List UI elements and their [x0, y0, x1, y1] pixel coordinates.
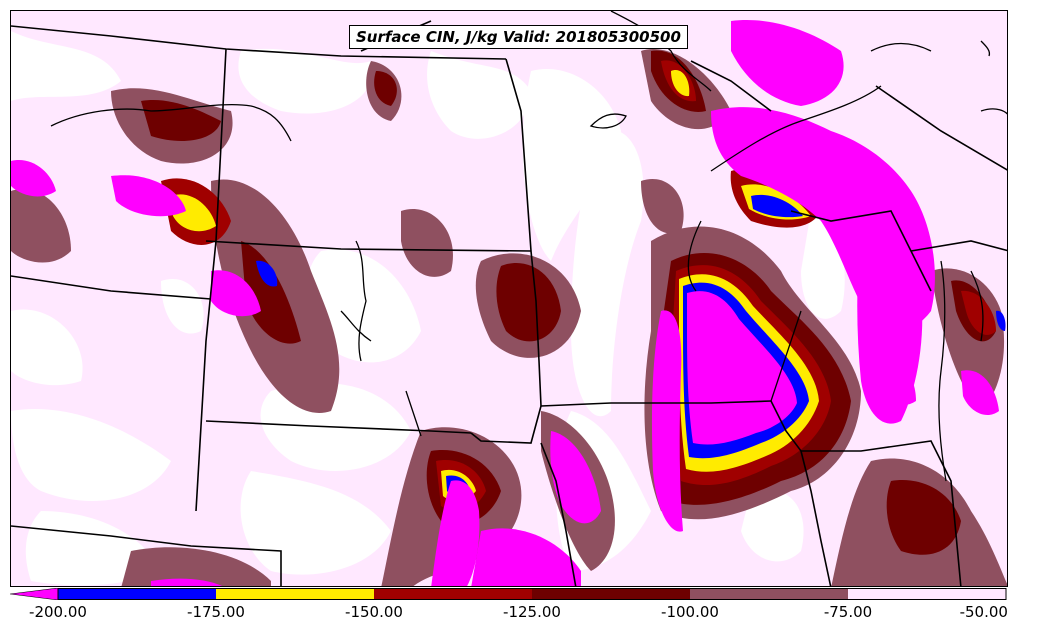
lakes-rivers [50, 11, 1007, 482]
colorbar-under-triangle [10, 588, 59, 600]
colorbar-bin-1 [58, 588, 216, 600]
colorbar-frame [57, 588, 1007, 600]
colorbar-tick-label: -150.00 [345, 603, 403, 621]
map-panel: Surface CIN, J/kg Valid: 201805300500 [10, 10, 1008, 587]
colorbar-bin-3 [374, 588, 532, 600]
colorbar-tick-label: -100.00 [661, 603, 719, 621]
colorbar-tick-label: -50.00 [959, 603, 1008, 621]
colorbar-bin-2 [216, 588, 374, 600]
colorbar-bin-5 [690, 588, 848, 600]
colorbar-bin-6 [848, 588, 1006, 600]
colorbar-bin-4 [532, 588, 690, 600]
colorbar-tick-label: -125.00 [503, 603, 561, 621]
colorbar-tick-label: -200.00 [29, 603, 87, 621]
cin-map [11, 11, 1007, 586]
map-title: Surface CIN, J/kg Valid: 201805300500 [349, 25, 688, 49]
colorbar-tick-label: -75.00 [823, 603, 873, 621]
colorbar-tick-label: -175.00 [187, 603, 245, 621]
colorbar [10, 588, 1007, 600]
state-boundaries [11, 20, 1007, 586]
